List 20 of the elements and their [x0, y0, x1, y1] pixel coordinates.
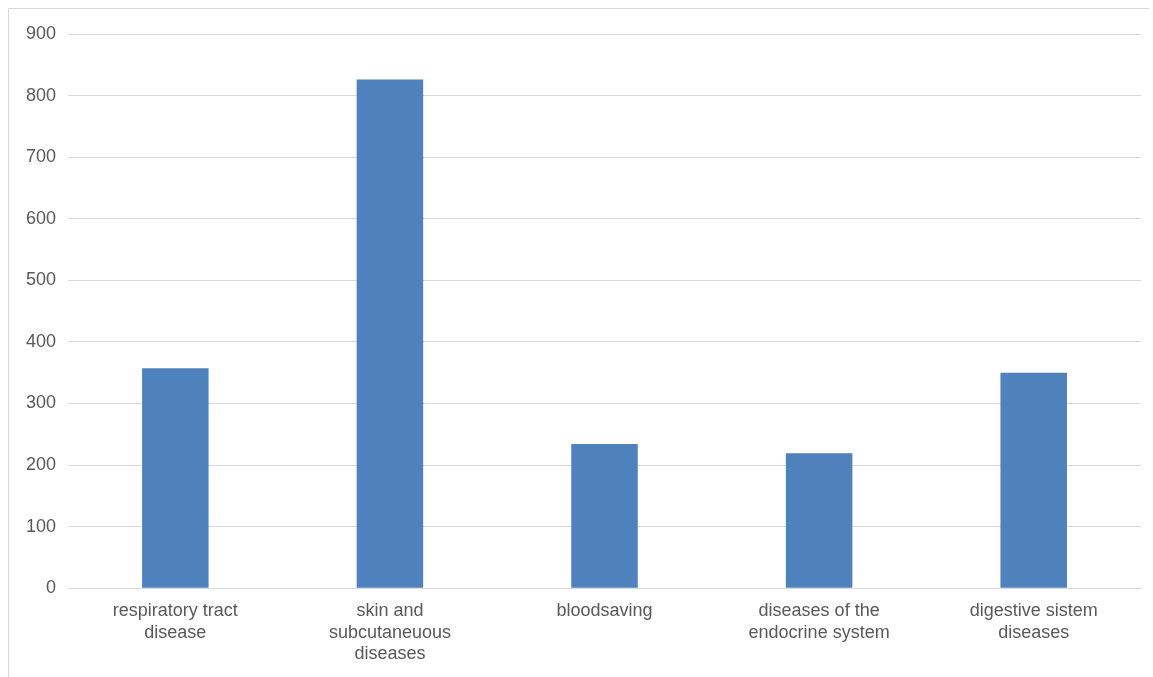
y-tick-label: 700 [25, 146, 57, 167]
x-tick-label: diseases of the endocrine system [748, 599, 890, 642]
y-tick-label: 400 [25, 330, 57, 351]
bar [142, 368, 209, 588]
x-tick-label: respiratory tract disease [112, 599, 238, 642]
x-tick-label: bloodsaving [556, 599, 653, 620]
bar [1000, 372, 1067, 588]
bar [356, 79, 424, 588]
x-tick-label: skin and subcutaneuous diseases [328, 599, 451, 664]
y-tick-label: 0 [46, 577, 57, 598]
y-tick-label: 900 [25, 22, 57, 43]
bar [571, 444, 638, 588]
y-tick-label: 100 [25, 515, 57, 536]
bar [785, 453, 853, 588]
y-tick-label: 800 [25, 84, 57, 105]
y-tick-label: 300 [25, 392, 57, 413]
y-tick-label: 600 [25, 207, 57, 228]
y-tick-label: 500 [25, 269, 57, 290]
x-tick-label: digestive sistem diseases [969, 599, 1098, 642]
y-tick-label: 200 [25, 454, 57, 475]
